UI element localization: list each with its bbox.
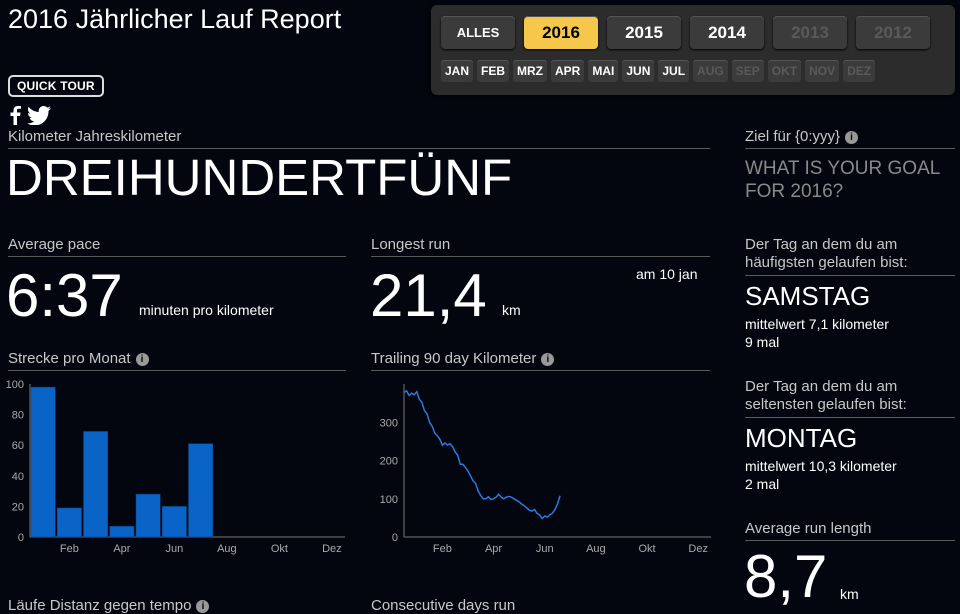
monthly-distance-label: Strecke pro Monat i [8, 350, 346, 371]
page-title: 2016 Jährlicher Lauf Report [8, 4, 342, 34]
longest-run-unit: km [502, 302, 521, 318]
least-frequent-day-avg: mittelwert 10,3 kilometer [745, 458, 897, 474]
least-frequent-day-heading: Der Tag an dem du am seltensten gelaufen… [745, 378, 955, 418]
bar-jul [188, 443, 213, 538]
distance-vs-pace-label: Läufe Distanz gegen tempo i [8, 597, 210, 614]
y-tick-label: 100 [380, 494, 398, 506]
month-button-jul[interactable]: JUL [658, 60, 690, 82]
x-tick-label: Dez [322, 543, 342, 555]
average-pace-label: Average pace [8, 236, 346, 257]
average-pace-value: 6:37 [6, 262, 123, 329]
month-button-dez[interactable]: DEZ [843, 60, 876, 82]
y-tick-label: 0 [18, 532, 24, 544]
y-tick-label: 80 [12, 410, 24, 422]
info-icon[interactable]: i [845, 131, 859, 144]
y-tick-label: 60 [12, 440, 24, 452]
distance-vs-pace-title: Läufe Distanz gegen tempo [8, 597, 192, 614]
month-button-okt[interactable]: OKT [767, 60, 802, 82]
month-button-feb[interactable]: FEB [477, 60, 510, 82]
y-tick-label: 20 [12, 501, 24, 513]
goal-title: Ziel für {0:yyy} [745, 128, 841, 145]
annual-km-value: DREIHUNDERTFÜNF [6, 149, 513, 206]
info-icon[interactable]: i [541, 353, 555, 366]
x-tick-label: Jun [166, 543, 184, 555]
goal-input[interactable]: WHAT IS YOUR GOAL FOR 2016? [745, 158, 940, 202]
x-tick-label: Dez [688, 543, 708, 555]
x-tick-label: Aug [586, 543, 606, 555]
annual-km-label: Kilometer Jahreskilometer [8, 128, 710, 149]
x-tick-label: Jun [536, 543, 554, 555]
y-tick-label: 100 [6, 379, 24, 391]
x-tick-label: Okt [271, 543, 288, 555]
y-tick-label: 40 [12, 471, 24, 483]
info-icon[interactable]: i [196, 600, 210, 613]
most-frequent-day-heading: Der Tag an dem du am häufigsten gelaufen… [745, 236, 955, 276]
month-button-apr[interactable]: APR [551, 60, 585, 82]
social-links [10, 106, 51, 125]
bar-mrz [83, 431, 108, 538]
trailing-km-title: Trailing 90 day Kilometer [371, 350, 537, 367]
bar-feb [57, 507, 82, 538]
info-icon[interactable]: i [135, 353, 149, 366]
bar-apr [109, 526, 135, 538]
least-frequent-day-count: 2 mal [745, 476, 780, 492]
bar-jan [30, 386, 56, 538]
x-tick-label: Okt [638, 543, 655, 555]
twitter-icon[interactable] [27, 106, 51, 125]
facebook-icon[interactable] [10, 106, 21, 125]
average-run-length-value: 8,7 [744, 543, 828, 610]
year-button-all[interactable]: ALLES [441, 16, 515, 49]
month-button-mai[interactable]: MAI [588, 60, 619, 82]
month-button-nov[interactable]: NOV [805, 60, 840, 82]
y-tick-label: 0 [392, 532, 398, 544]
x-tick-label: Aug [217, 543, 237, 555]
month-button-jan[interactable]: JAN [441, 60, 474, 82]
average-run-length-label: Average run length [745, 520, 955, 541]
average-pace-unit: minuten pro kilometer [139, 302, 274, 318]
longest-run-value: 21,4 [370, 262, 487, 329]
month-button-jun[interactable]: JUN [622, 60, 655, 82]
monthly-distance-title: Strecke pro Monat [8, 350, 131, 367]
most-frequent-day-count: 9 mal [745, 334, 780, 350]
average-run-length-unit: km [840, 586, 859, 602]
goal-label: Ziel für {0:yyy} i [745, 128, 955, 149]
bar-jun [162, 506, 187, 538]
month-button-mrz[interactable]: MRZ [513, 60, 548, 82]
bar-mai [135, 493, 161, 538]
least-frequent-day: MONTAG [745, 423, 858, 453]
trailing-km-label: Trailing 90 day Kilometer i [371, 350, 710, 371]
year-button-2014[interactable]: 2014 [690, 16, 764, 49]
year-button-2015[interactable]: 2015 [607, 16, 681, 49]
y-tick-label: 200 [380, 456, 398, 468]
monthly-distance-chart: 0 20 40 60 80 100 Feb Apr Jun Aug Okt Dez [6, 379, 345, 555]
year-buttons: ALLES 2016 2015 2014 2013 2012 [441, 16, 930, 49]
longest-run-date: am 10 jan [636, 266, 698, 282]
year-button-2013[interactable]: 2013 [773, 16, 847, 49]
month-button-sep[interactable]: SEP [731, 60, 764, 82]
x-tick-label: Feb [60, 543, 79, 555]
y-tick-label: 300 [380, 417, 398, 429]
x-tick-label: Feb [433, 543, 452, 555]
most-frequent-day-avg: mittelwert 7,1 kilometer [745, 316, 889, 332]
date-filter-panel: ALLES 2016 2015 2014 2013 2012 JAN FEB M… [431, 5, 955, 95]
longest-run-label: Longest run [371, 236, 710, 257]
year-button-2012[interactable]: 2012 [856, 16, 930, 49]
month-button-aug[interactable]: AUG [693, 60, 728, 82]
month-buttons: JAN FEB MRZ APR MAI JUN JUL AUG SEP OKT … [441, 60, 876, 82]
year-button-2016[interactable]: 2016 [524, 16, 598, 49]
consecutive-days-label: Consecutive days run [371, 597, 516, 614]
most-frequent-day: SAMSTAG [745, 281, 871, 311]
x-tick-label: Apr [113, 543, 130, 555]
trailing-km-chart: 0 100 200 300 Feb Apr Jun Aug Okt Dez [380, 384, 711, 555]
trailing-km-line [403, 389, 561, 520]
quick-tour-button[interactable]: QUICK TOUR [8, 75, 104, 97]
x-tick-label: Apr [485, 543, 502, 555]
